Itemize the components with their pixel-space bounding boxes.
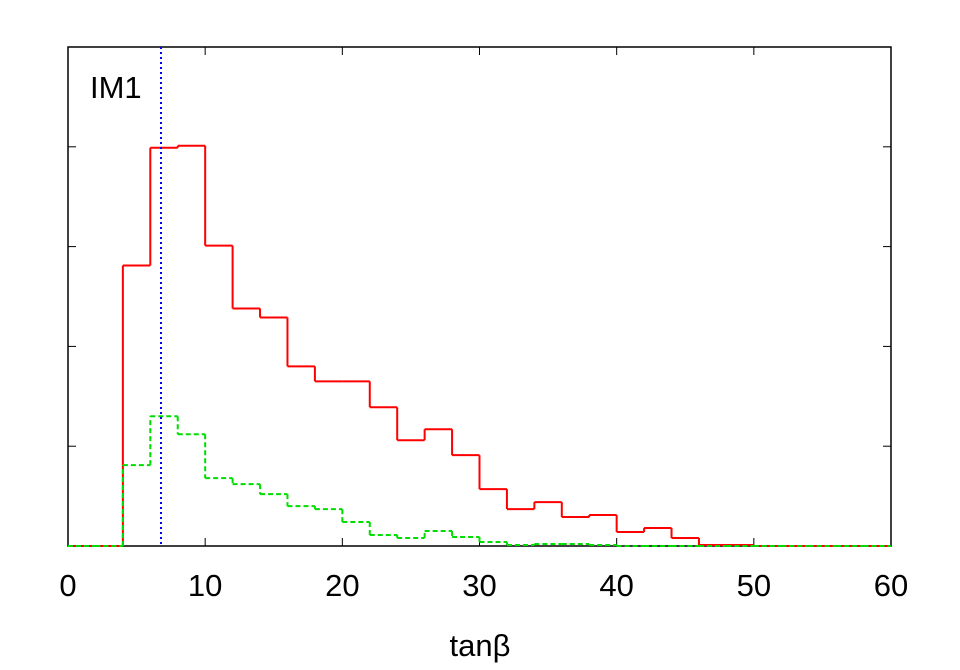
- x-tick-label: 30: [462, 568, 496, 603]
- x-tick-label: 20: [325, 568, 359, 603]
- x-tick-label: 50: [737, 568, 771, 603]
- x-tick-label: 60: [874, 568, 908, 603]
- x-tick-label: 40: [599, 568, 633, 603]
- x-axis-label: tanβ: [450, 628, 511, 663]
- annotation: IM1: [90, 70, 142, 105]
- x-tick-label: 10: [188, 568, 222, 603]
- x-tick-label: 0: [59, 568, 76, 603]
